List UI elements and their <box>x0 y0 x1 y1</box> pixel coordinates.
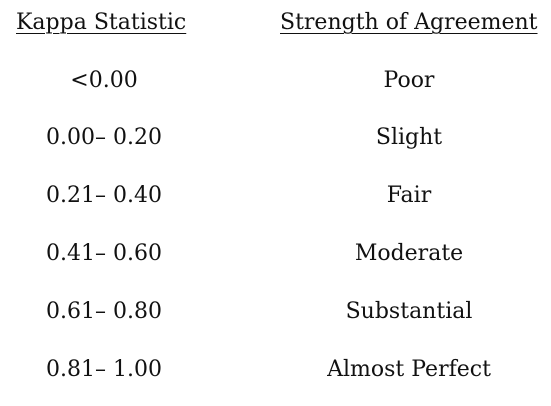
kappa-range-cell: 0.00– 0.20 <box>46 125 162 150</box>
kappa-range-cell: 0.21– 0.40 <box>46 183 162 208</box>
table-row: <0.00 Poor <box>0 64 551 98</box>
agreement-level-cell: Almost Perfect <box>327 357 491 382</box>
table-row: 0.21– 0.40 Fair <box>0 179 551 213</box>
table-row: 0.41– 0.60 Moderate <box>0 237 551 271</box>
agreement-level-cell: Poor <box>383 68 435 93</box>
kappa-range-cell: 0.61– 0.80 <box>46 299 162 324</box>
table-row: 0.00– 0.20 Slight <box>0 121 551 155</box>
table-row: 0.81– 1.00 Almost Perfect <box>0 353 551 387</box>
kappa-range-cell: <0.00 <box>70 68 138 93</box>
header-kappa-statistic: Kappa Statistic <box>16 10 187 35</box>
kappa-range-cell: 0.41– 0.60 <box>46 241 162 266</box>
agreement-level-cell: Substantial <box>345 299 473 324</box>
table-row: 0.61– 0.80 Substantial <box>0 295 551 329</box>
header-strength-of-agreement: Strength of Agreement <box>280 10 538 35</box>
agreement-level-cell: Moderate <box>354 241 464 266</box>
agreement-level-cell: Slight <box>375 125 443 150</box>
agreement-level-cell: Fair <box>386 183 432 208</box>
kappa-range-cell: 0.81– 1.00 <box>46 357 162 382</box>
